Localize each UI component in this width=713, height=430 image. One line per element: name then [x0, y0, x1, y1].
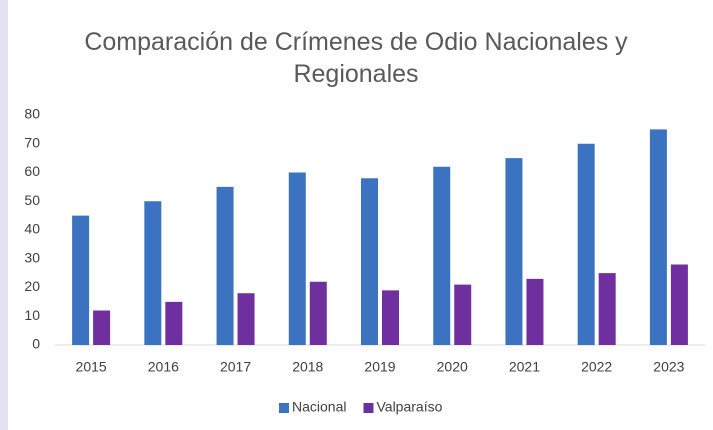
y-tick-label: 20: [24, 278, 40, 294]
x-tick-label: 2018: [292, 359, 323, 375]
bar: [216, 186, 234, 345]
x-tick-label: 2022: [581, 359, 612, 375]
bar: [433, 166, 451, 345]
y-tick-label: 80: [24, 106, 40, 122]
bar: [526, 278, 544, 345]
chart-title: Comparación de Crímenes de Odio Nacional…: [84, 28, 628, 88]
legend-label: Nacional: [292, 399, 346, 415]
bar: [72, 215, 90, 345]
x-tick-label: 2016: [148, 359, 179, 375]
y-tick-label: 70: [24, 134, 40, 150]
y-tick-label: 30: [24, 249, 40, 265]
y-tick-label: 40: [24, 221, 40, 237]
y-tick-label: 10: [24, 307, 40, 323]
x-tick-label: 2017: [220, 359, 251, 375]
bar: [670, 264, 688, 345]
bar: [93, 310, 111, 345]
legend-swatch: [363, 403, 374, 413]
y-tick-label: 60: [24, 163, 40, 179]
bar: [598, 273, 616, 345]
bar: [505, 158, 523, 345]
bar: [288, 172, 306, 345]
legend-label: Valparaíso: [376, 399, 442, 415]
bar: [577, 143, 595, 345]
bar: [361, 178, 378, 345]
x-tick-label: 2019: [364, 359, 395, 375]
x-tick-label: 2023: [653, 359, 684, 375]
bar: [309, 281, 327, 345]
bar: [237, 293, 255, 345]
x-tick-label: 2015: [76, 359, 107, 375]
bar: [165, 301, 183, 345]
bar: [649, 129, 667, 345]
bar: [144, 201, 162, 345]
y-tick-label: 50: [24, 192, 40, 208]
bar: [454, 284, 472, 345]
x-tick-label: 2020: [437, 359, 468, 375]
bar: [382, 290, 399, 345]
x-tick-label: 2021: [509, 359, 540, 375]
legend-swatch: [279, 403, 289, 413]
y-tick-label: 0: [32, 336, 40, 352]
